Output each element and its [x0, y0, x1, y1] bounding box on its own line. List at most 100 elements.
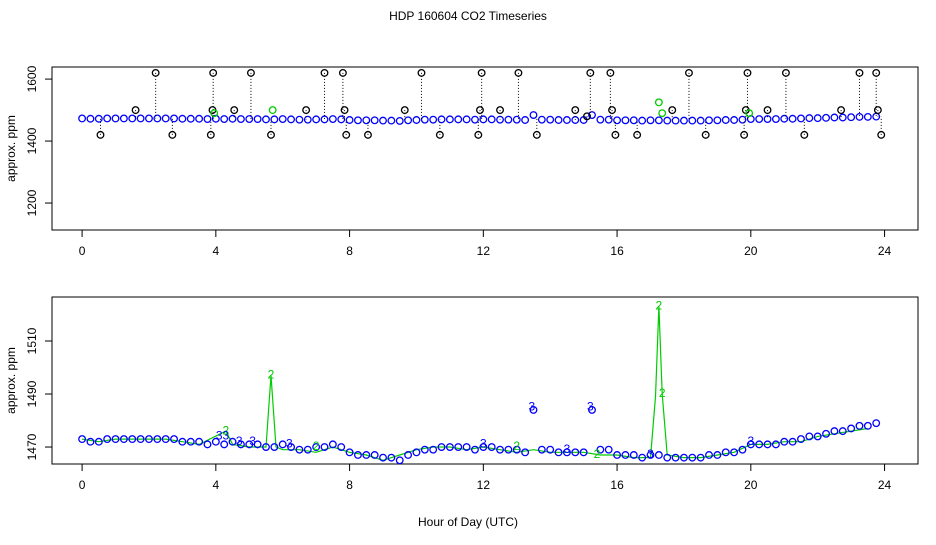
- point: [170, 114, 178, 123]
- x-tick-label: 20: [744, 244, 758, 258]
- point: [529, 405, 538, 414]
- point: [342, 130, 351, 139]
- point: [797, 435, 805, 444]
- point: [370, 451, 379, 459]
- point: [588, 405, 596, 414]
- point: [730, 116, 739, 124]
- point: [195, 437, 204, 446]
- point: [537, 115, 546, 124]
- point: [554, 116, 563, 124]
- point: [638, 116, 647, 125]
- point: [822, 429, 831, 438]
- point: [379, 453, 387, 462]
- point: [119, 435, 128, 444]
- point: [611, 130, 620, 139]
- point: [186, 114, 195, 123]
- point-symbol: 3: [587, 399, 594, 413]
- point: [788, 437, 797, 446]
- point: [236, 115, 245, 124]
- point: [781, 68, 790, 77]
- point: [477, 68, 486, 77]
- y-axis-label: approx. ppm: [4, 115, 18, 182]
- point: [161, 114, 170, 123]
- point-symbol: 2: [223, 423, 230, 437]
- point: [211, 437, 220, 446]
- point: [763, 440, 772, 449]
- point: [504, 115, 513, 124]
- x-tick-label: 20: [744, 478, 758, 492]
- point: [679, 116, 688, 125]
- y-tick-label: 1470: [25, 433, 39, 460]
- point: [387, 116, 396, 125]
- point-symbol: 3: [747, 434, 754, 448]
- point: [688, 453, 697, 462]
- point: [805, 114, 814, 123]
- point: [111, 435, 120, 444]
- point: [571, 106, 580, 115]
- x-tick-label: 8: [346, 478, 353, 492]
- point: [713, 451, 722, 459]
- point: [529, 111, 538, 119]
- point: [362, 451, 371, 459]
- point: [474, 130, 483, 139]
- point: [136, 435, 145, 444]
- point: [654, 116, 663, 125]
- point: [763, 106, 772, 115]
- point: [546, 445, 555, 454]
- point: [128, 114, 137, 123]
- point: [696, 116, 705, 125]
- point: [512, 115, 521, 124]
- point: [400, 106, 409, 115]
- point: [345, 448, 354, 457]
- point: [328, 115, 337, 124]
- point: [743, 68, 752, 77]
- point: [353, 116, 362, 125]
- point: [537, 445, 546, 454]
- point: [771, 440, 780, 449]
- y-tick-label: 1400: [25, 127, 39, 154]
- x-tick-label: 4: [212, 244, 219, 258]
- point: [671, 116, 680, 125]
- point: [462, 443, 471, 451]
- point: [429, 445, 438, 454]
- point: [178, 437, 187, 446]
- point: [404, 451, 413, 459]
- point: [210, 109, 219, 118]
- point: [153, 114, 162, 123]
- point: [429, 115, 438, 124]
- point: [554, 448, 563, 457]
- point: [445, 443, 454, 451]
- point: [267, 130, 275, 139]
- point-symbol: 3: [236, 434, 243, 448]
- point: [228, 114, 237, 123]
- point: [512, 445, 521, 454]
- point: [153, 435, 162, 444]
- point: [621, 116, 630, 125]
- point: [487, 443, 496, 451]
- point: [604, 445, 613, 454]
- x-tick-label: 12: [477, 244, 491, 258]
- point: [701, 130, 710, 139]
- point: [713, 116, 722, 125]
- point: [633, 130, 642, 139]
- point: [320, 115, 329, 124]
- point: [168, 130, 177, 139]
- point: [161, 435, 170, 444]
- point: [847, 113, 856, 122]
- point: [730, 448, 739, 457]
- point: [721, 116, 730, 124]
- point-symbol: 3: [647, 447, 654, 461]
- point: [646, 451, 655, 459]
- point: [345, 116, 354, 124]
- point: [877, 130, 886, 139]
- point: [805, 432, 814, 441]
- point: [128, 435, 137, 444]
- point: [170, 435, 178, 444]
- point: [621, 451, 630, 459]
- point: [320, 443, 329, 451]
- chart-title: HDP 160604 CO2 Timeseries: [389, 9, 547, 23]
- point: [145, 435, 153, 444]
- point-symbol: 3: [480, 437, 487, 451]
- point-symbol: 3: [528, 399, 535, 413]
